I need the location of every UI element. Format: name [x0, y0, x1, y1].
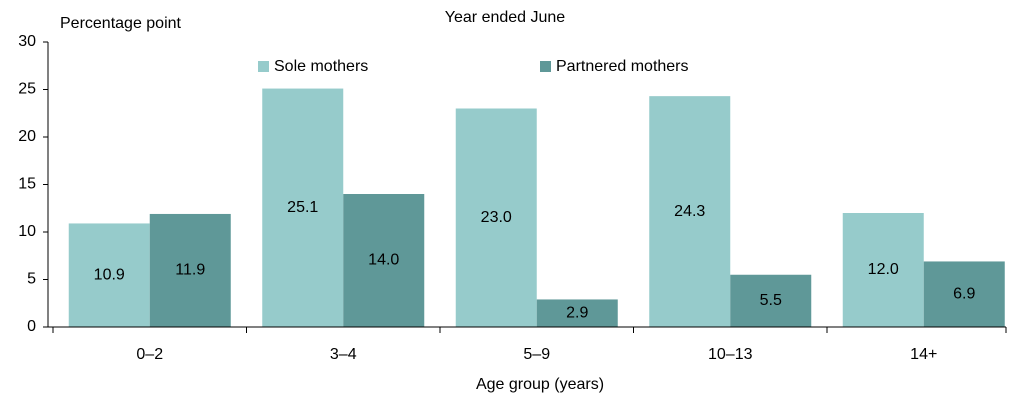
x-tick-label: 5–9 — [523, 346, 550, 363]
bar — [730, 274, 812, 327]
value-label: 6.9 — [953, 285, 975, 302]
x-tick-label: 10–13 — [708, 346, 753, 363]
value-label: 23.0 — [481, 209, 512, 226]
value-label: 12.0 — [868, 261, 899, 278]
value-label: 25.1 — [287, 199, 318, 216]
legend-label: Sole mothers — [274, 58, 368, 75]
value-label: 14.0 — [368, 252, 399, 269]
bar — [343, 194, 425, 327]
bar — [842, 213, 924, 327]
x-tick-label: 14+ — [910, 346, 937, 363]
bar — [68, 223, 150, 327]
bar — [536, 299, 618, 327]
y-tick-label: 30 — [18, 33, 36, 50]
bar — [455, 108, 537, 327]
value-label: 11.9 — [175, 262, 205, 279]
y-tick-label: 20 — [18, 128, 36, 145]
legend-swatch — [258, 61, 269, 72]
value-label: 2.9 — [566, 304, 588, 321]
x-tick-label: 3–4 — [330, 346, 357, 363]
value-label: 5.5 — [760, 292, 782, 309]
y-axis-label: Percentage point — [60, 15, 182, 32]
value-label: 10.9 — [94, 266, 125, 283]
bar — [149, 213, 231, 327]
y-tick-label: 0 — [27, 318, 36, 335]
bar — [262, 88, 344, 327]
value-label: 24.3 — [674, 203, 705, 220]
chart-title: Year ended June — [445, 9, 566, 26]
y-tick-label: 5 — [27, 271, 36, 288]
legend-label: Partnered mothers — [556, 58, 689, 75]
x-tick-label: 0–2 — [136, 346, 163, 363]
bar — [649, 96, 731, 328]
y-tick-label: 25 — [18, 81, 36, 98]
bar — [923, 261, 1005, 327]
y-tick-label: 15 — [18, 176, 36, 193]
y-tick-label: 10 — [18, 223, 36, 240]
x-axis-label: Age group (years) — [476, 376, 604, 393]
legend-swatch — [540, 61, 551, 72]
